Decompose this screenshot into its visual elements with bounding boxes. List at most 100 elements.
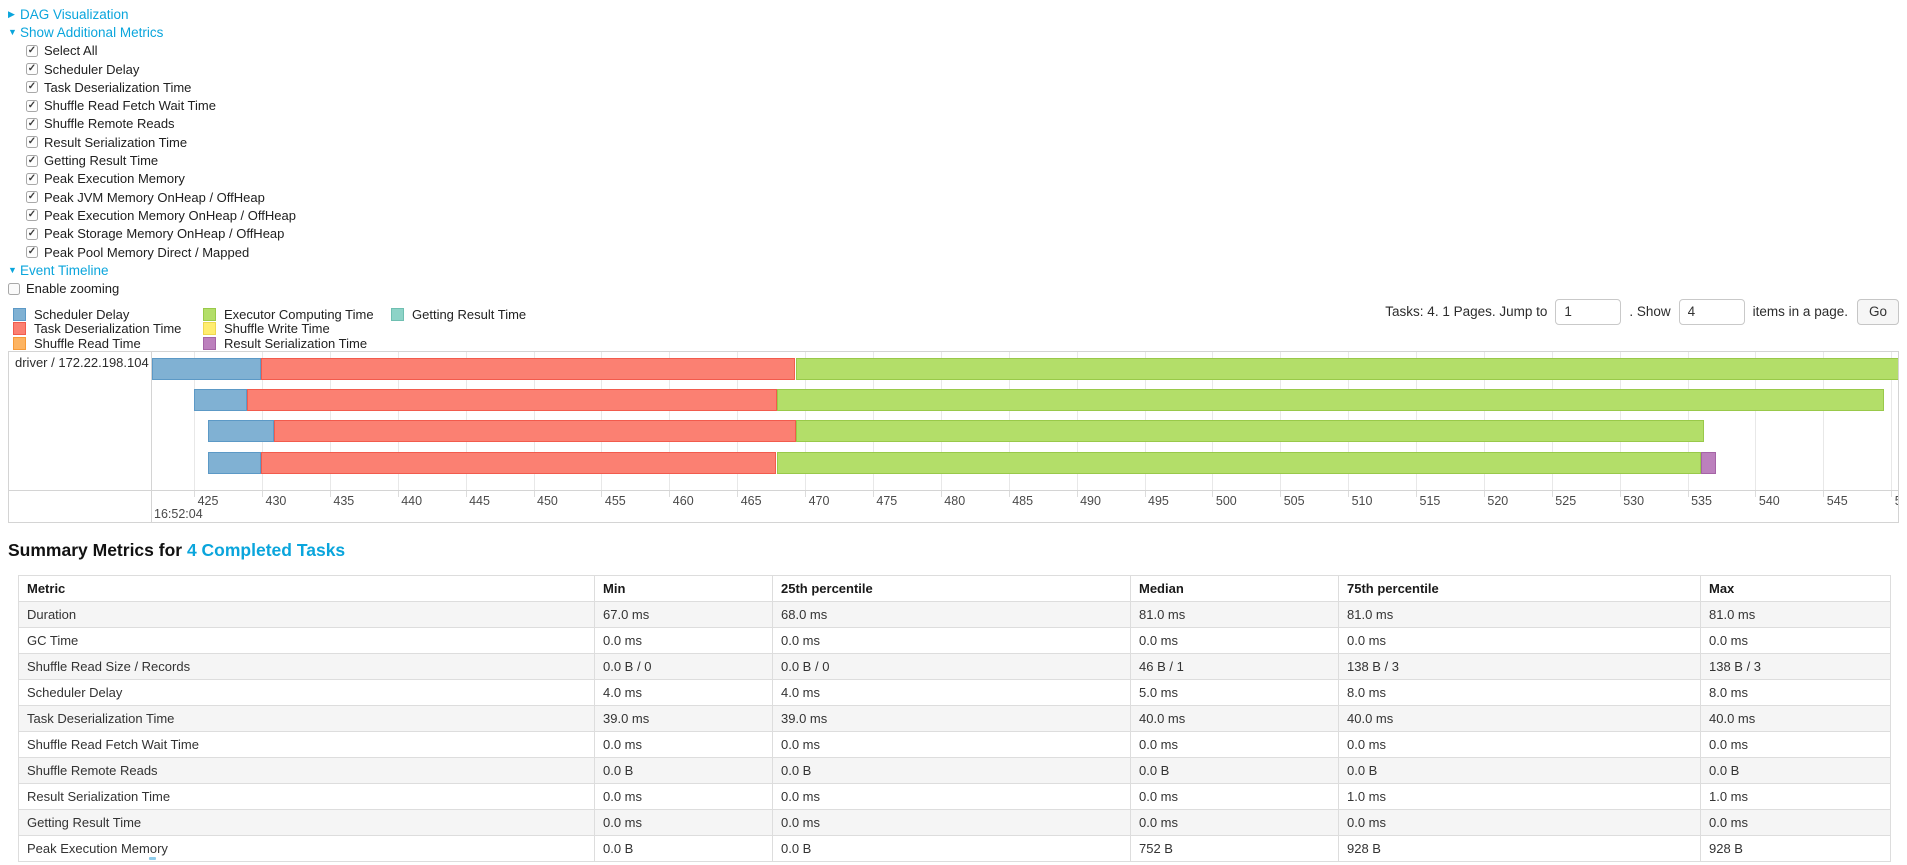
task-segment-scheduler-delay[interactable] bbox=[152, 357, 261, 380]
result-serialization-swatch-icon bbox=[203, 336, 216, 350]
show-label: . Show bbox=[1629, 304, 1671, 320]
metric-checkbox[interactable]: ✓ bbox=[26, 154, 38, 167]
tick-label: 490 bbox=[1080, 493, 1101, 508]
metric-checkbox[interactable]: ✓ bbox=[26, 246, 38, 258]
task-segment-executor-computing[interactable] bbox=[795, 357, 1898, 380]
task-segment-result-serialization[interactable] bbox=[1701, 451, 1716, 474]
metric-checkbox-row: ✓ Select All bbox=[8, 42, 1907, 60]
tick-label: 475 bbox=[876, 493, 898, 508]
metric-checkbox[interactable]: ✓ bbox=[26, 227, 38, 240]
metric-checkbox-label: Result Serialization Time bbox=[44, 134, 188, 150]
summary-table-cell: 752 B bbox=[1130, 834, 1339, 862]
tick-mark bbox=[669, 490, 671, 497]
task-segment-scheduler-delay[interactable] bbox=[207, 451, 261, 474]
check-icon: ✓ bbox=[27, 209, 37, 221]
tick-label: 465 bbox=[740, 493, 762, 508]
metric-checkbox[interactable]: ✓ bbox=[26, 99, 38, 112]
gridline bbox=[194, 351, 196, 490]
task-segment-task-deserialization[interactable] bbox=[274, 419, 796, 442]
tick-mark bbox=[601, 490, 603, 497]
metric-checkbox[interactable]: ✓ bbox=[26, 191, 38, 204]
task-segment-task-deserialization[interactable] bbox=[260, 357, 796, 380]
gridline bbox=[1823, 351, 1825, 490]
legend-column: Scheduler Delay Task Deserialization Time… bbox=[13, 307, 203, 351]
check-icon: ✓ bbox=[27, 227, 37, 239]
metric-checkbox-row: ✓ Getting Result Time bbox=[8, 151, 1907, 169]
completed-tasks-link[interactable]: 4 Completed Tasks bbox=[186, 539, 346, 560]
tick-mark bbox=[1891, 490, 1893, 497]
metric-checkbox[interactable]: ✓ bbox=[26, 172, 38, 185]
summary-table-row: Shuffle Remote Reads 0.0 B 0.0 B 0.0 B 0.0 B… bbox=[18, 756, 1891, 784]
summary-table-cell: Shuffle Read Size / Records bbox=[18, 652, 595, 680]
summary-table-cell: 0.0 ms bbox=[772, 626, 1131, 654]
go-button[interactable]: Go bbox=[1856, 298, 1899, 325]
task-segment-task-deserialization[interactable] bbox=[247, 388, 777, 411]
jump-to-page-input[interactable] bbox=[1555, 298, 1622, 325]
metric-checkbox[interactable]: ✓ bbox=[26, 117, 38, 130]
summary-table-cell: 0.0 B / 0 bbox=[772, 652, 1131, 680]
metric-checkbox-label: Getting Result Time bbox=[44, 153, 159, 169]
show-additional-metrics-toggle[interactable]: ▼ Show Additional Metrics bbox=[8, 23, 1907, 41]
tasks-count-text: Tasks: 4. 1 Pages. Jump to bbox=[1385, 304, 1548, 320]
tick-label: 520 bbox=[1487, 493, 1509, 508]
tick-label: 500 bbox=[1215, 493, 1237, 508]
metric-checkbox[interactable]: ✓ bbox=[26, 81, 38, 94]
legend-label: Scheduler Delay bbox=[34, 306, 130, 322]
summary-table-cell: 0.0 B bbox=[594, 834, 773, 862]
summary-column-header: Min bbox=[594, 574, 773, 602]
task-segment-scheduler-delay[interactable] bbox=[207, 419, 275, 442]
check-icon: ✓ bbox=[27, 172, 37, 184]
task-pagination: Tasks: 4. 1 Pages. Jump to . Show items … bbox=[1385, 298, 1899, 325]
summary-table-cell: 1.0 ms bbox=[1700, 782, 1891, 810]
event-timeline-link[interactable]: Event Timeline bbox=[20, 262, 109, 278]
event-timeline-toggle[interactable]: ▼ Event Timeline bbox=[8, 261, 1907, 279]
task-segment-executor-computing[interactable] bbox=[776, 451, 1702, 474]
summary-table-cell: 4.0 ms bbox=[772, 678, 1131, 706]
gridline bbox=[1755, 351, 1757, 490]
metric-checkbox-label: Peak JVM Memory OnHeap / OffHeap bbox=[44, 189, 265, 205]
task-segment-scheduler-delay[interactable] bbox=[194, 388, 248, 411]
summary-table-row: Scheduler Delay 4.0 ms 4.0 ms 5.0 ms 8.0 ms 8… bbox=[18, 678, 1891, 706]
task-segment-executor-computing[interactable] bbox=[795, 419, 1704, 442]
tick-mark bbox=[194, 490, 196, 497]
summary-table-cell: 81.0 ms bbox=[1700, 600, 1891, 628]
summary-table-cell: 0.0 ms bbox=[594, 808, 773, 836]
tick-mark bbox=[397, 490, 399, 497]
summary-table-cell: 0.0 ms bbox=[1130, 626, 1339, 654]
summary-table-cell: 0.0 ms bbox=[594, 782, 773, 810]
legend-item: Getting Result Time bbox=[391, 307, 526, 322]
dag-visualization-link[interactable]: DAG Visualization bbox=[20, 6, 129, 22]
summary-table-cell: 0.0 B bbox=[772, 834, 1131, 862]
task-segment-executor-computing[interactable] bbox=[776, 388, 1885, 411]
metric-checkbox[interactable]: ✓ bbox=[26, 209, 38, 222]
tick-label: 515 bbox=[1419, 493, 1441, 508]
summary-table-cell: 81.0 ms bbox=[1130, 600, 1339, 628]
timeline-plot bbox=[152, 351, 1898, 490]
tick-label: 510 bbox=[1351, 493, 1373, 508]
tick-label: 505 bbox=[1283, 493, 1305, 508]
show-additional-metrics-link[interactable]: Show Additional Metrics bbox=[20, 24, 164, 40]
enable-zooming-checkbox[interactable] bbox=[8, 282, 20, 295]
enable-zooming-label: Enable zooming bbox=[26, 281, 120, 297]
summary-table-cell: 0.0 ms bbox=[1700, 808, 1891, 836]
tick-label: 455 bbox=[604, 493, 626, 508]
enable-zooming-row: Enable zooming bbox=[8, 279, 1907, 297]
legend-column: Executor Computing Time Shuffle Write Tim… bbox=[203, 307, 391, 351]
summary-table-cell: 0.0 B bbox=[594, 756, 773, 784]
dag-visualization-toggle[interactable]: ▶ DAG Visualization bbox=[8, 5, 1907, 23]
metric-checkbox-row: ✓ Peak Execution Memory bbox=[8, 170, 1907, 188]
summary-table-cell: 0.0 B bbox=[1700, 756, 1891, 784]
tick-mark bbox=[1551, 490, 1553, 497]
metric-checkbox[interactable]: ✓ bbox=[26, 63, 38, 76]
tick-label: 430 bbox=[265, 493, 287, 508]
check-icon: ✓ bbox=[27, 117, 37, 129]
metric-checkbox-label: Peak Storage Memory OnHeap / OffHeap bbox=[44, 226, 285, 242]
tick-label: 450 bbox=[537, 493, 558, 508]
stage-controls: ▶ DAG Visualization ▼ Show Additional Me… bbox=[0, 0, 1907, 298]
shuffle-write-swatch-icon bbox=[203, 322, 216, 336]
items-per-page-input[interactable] bbox=[1678, 298, 1745, 325]
metric-checkbox[interactable]: ✓ bbox=[26, 136, 38, 149]
summary-table-cell: 0.0 B bbox=[772, 756, 1131, 784]
metric-checkbox[interactable]: ✓ bbox=[26, 44, 38, 57]
task-segment-task-deserialization[interactable] bbox=[260, 451, 777, 474]
